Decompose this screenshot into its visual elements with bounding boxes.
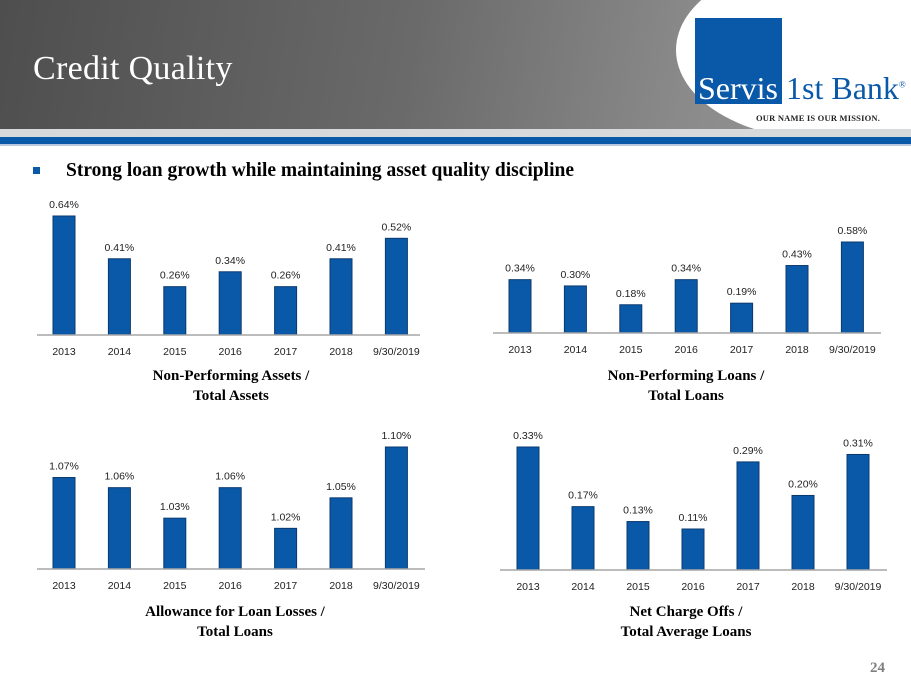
x-tick-label: 2015 (163, 346, 187, 358)
logo-text-right: 1st Bank (786, 70, 899, 106)
x-tick-label: 2014 (108, 346, 132, 358)
header-divider-light (0, 144, 911, 146)
headline: Strong loan growth while maintaining ass… (66, 160, 574, 181)
x-tick-label: 9/30/2019 (829, 344, 876, 356)
x-tick-label: 2016 (681, 581, 705, 593)
chart-title-line1: Non-Performing Assets / (152, 368, 310, 384)
x-tick-label: 2014 (571, 581, 595, 593)
x-tick-label: 2013 (52, 580, 76, 592)
chart-title-allowance: Allowance for Loan Losses / Total Loans (85, 602, 385, 642)
registered-mark: ® (898, 79, 906, 90)
header-divider-gray (0, 129, 911, 137)
data-label: 0.30% (561, 269, 591, 281)
data-label: 1.06% (215, 471, 245, 483)
x-tick-label: 2016 (219, 346, 243, 358)
data-label: 0.34% (215, 255, 245, 267)
data-label: 0.34% (505, 263, 535, 275)
data-label: 1.03% (160, 501, 190, 513)
bar-2016 (681, 528, 705, 571)
x-tick-label: 2018 (329, 346, 353, 358)
x-tick-label: 2013 (508, 344, 532, 356)
chart-title-npl: Non-Performing Loans / Total Loans (536, 366, 836, 406)
data-label: 0.19% (727, 286, 757, 298)
x-tick-label: 9/30/2019 (373, 580, 420, 592)
chart-title-line2: Total Average Loans (620, 624, 752, 640)
data-label: 0.29% (733, 445, 763, 457)
bullet-square-icon (33, 167, 40, 174)
x-tick-label: 2018 (791, 581, 815, 593)
header-divider-blue (0, 137, 911, 144)
x-tick-label: 9/30/2019 (835, 581, 882, 593)
bar-2014 (571, 506, 595, 571)
bar-9-30-2019 (846, 453, 870, 571)
data-label: 0.52% (382, 221, 412, 233)
data-label: 0.43% (782, 249, 812, 261)
chart-title-npa: Non-Performing Assets / Total Assets (81, 366, 381, 406)
data-label: 0.26% (271, 270, 301, 282)
x-tick-label: 2017 (730, 344, 754, 356)
x-tick-label: 2014 (108, 580, 132, 592)
logo-tagline: OUR NAME IS OUR MISSION. (756, 113, 881, 123)
chart-title-line1: Allowance for Loan Losses / (145, 604, 325, 620)
bar-2017 (736, 461, 760, 571)
data-label: 0.11% (679, 512, 708, 524)
data-label: 1.06% (105, 471, 135, 483)
data-label: 0.31% (843, 437, 873, 449)
x-tick-label: 2017 (274, 346, 298, 358)
bar-2015 (626, 521, 650, 571)
data-label: 0.64% (49, 199, 79, 211)
company-logo: Servis 1st Bank® (698, 70, 906, 107)
x-tick-label: 2017 (736, 581, 760, 593)
page-number: 24 (870, 660, 885, 676)
data-label: 0.26% (160, 270, 190, 282)
x-tick-label: 2016 (219, 580, 243, 592)
x-tick-label: 2015 (163, 580, 187, 592)
chart-title-line2: Total Loans (197, 624, 273, 640)
chart-title-line2: Total Loans (648, 388, 724, 404)
x-tick-label: 2013 (52, 346, 76, 358)
data-label: 0.34% (671, 263, 701, 275)
x-tick-label: 2015 (626, 581, 650, 593)
chart-title-line1: Net Charge Offs / (629, 604, 743, 620)
x-tick-label: 2017 (274, 580, 298, 592)
chart-title-line1: Non-Performing Loans / (607, 368, 765, 384)
chart-title-line2: Total Assets (193, 388, 269, 404)
x-tick-label: 2015 (619, 344, 643, 356)
x-tick-label: 2014 (564, 344, 588, 356)
data-label: 0.33% (513, 430, 543, 442)
logo-square (695, 18, 782, 104)
data-label: 0.58% (838, 225, 868, 237)
page-title: Credit Quality (33, 50, 233, 87)
x-tick-label: 2016 (675, 344, 699, 356)
chart-title-nco: Net Charge Offs / Total Average Loans (536, 602, 836, 642)
x-tick-label: 2018 (785, 344, 809, 356)
data-label: 0.13% (623, 505, 653, 517)
data-label: 1.05% (326, 481, 356, 493)
bar-2013 (516, 446, 540, 571)
x-tick-label: 2013 (516, 581, 540, 593)
data-label: 0.20% (788, 478, 818, 490)
data-label: 0.41% (326, 242, 356, 254)
data-label: 1.07% (49, 461, 79, 473)
logo-text-left: Servis (698, 70, 778, 106)
data-label: 1.10% (382, 430, 412, 442)
data-label: 0.18% (616, 288, 646, 300)
data-label: 1.02% (271, 511, 301, 523)
data-label: 0.17% (568, 490, 598, 502)
x-tick-label: 9/30/2019 (373, 346, 420, 358)
data-label: 0.41% (105, 242, 135, 254)
bar-2018 (791, 494, 815, 571)
x-tick-label: 2018 (329, 580, 353, 592)
